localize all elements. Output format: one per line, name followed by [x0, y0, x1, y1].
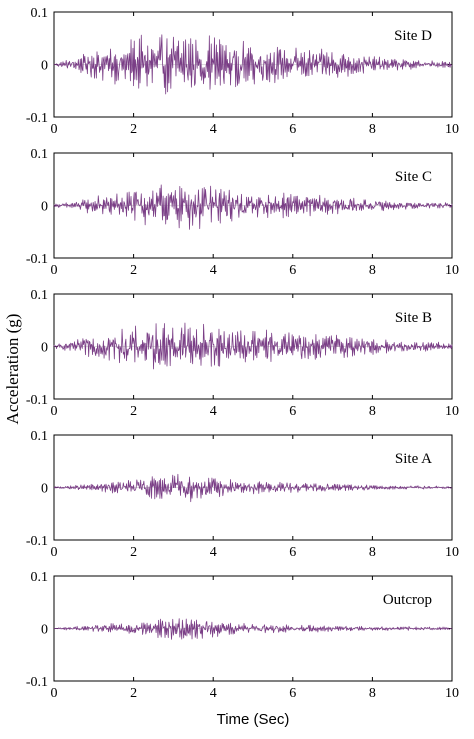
x-tick-label: 4 — [210, 263, 217, 278]
x-tick-label: 0 — [51, 122, 58, 137]
y-tick-label: 0.1 — [31, 288, 49, 303]
x-tick-label: 2 — [130, 122, 137, 137]
y-tick-label: -0.1 — [26, 111, 48, 126]
x-tick-label: 6 — [289, 122, 296, 137]
x-tick-label: 0 — [51, 545, 58, 560]
panel-label: Site A — [395, 451, 432, 467]
waveform-series — [53, 322, 453, 370]
x-tick-label: 8 — [369, 686, 376, 701]
x-tick-label: 4 — [210, 545, 217, 560]
x-tick-label: 4 — [210, 122, 217, 137]
panel-label: Site D — [394, 28, 432, 44]
x-axis-title: Time (Sec) — [217, 711, 290, 728]
x-tick-label: 6 — [289, 686, 296, 701]
y-axis-title: Acceleration (g) — [3, 314, 22, 425]
y-tick-label: -0.1 — [26, 534, 48, 549]
x-tick-label: 6 — [289, 263, 296, 278]
y-tick-label: 0 — [41, 59, 48, 74]
x-tick-label: 2 — [130, 686, 137, 701]
x-tick-label: 8 — [369, 263, 376, 278]
x-tick-label: 4 — [210, 686, 217, 701]
x-tick-label: 10 — [445, 545, 459, 560]
x-tick-label: 6 — [289, 404, 296, 419]
x-tick-label: 10 — [445, 686, 459, 701]
panel-label: Site B — [395, 310, 432, 326]
y-tick-label: 0 — [41, 341, 48, 356]
x-tick-label: 2 — [130, 263, 137, 278]
y-tick-label: -0.1 — [26, 252, 48, 267]
x-tick-label: 0 — [51, 263, 58, 278]
panel-label: Outcrop — [383, 592, 432, 608]
y-tick-label: 0.1 — [31, 147, 49, 162]
y-tick-label: -0.1 — [26, 675, 48, 690]
y-tick-label: 0 — [41, 482, 48, 497]
x-tick-label: 10 — [445, 404, 459, 419]
y-tick-label: 0.1 — [31, 570, 49, 585]
x-tick-label: 2 — [130, 545, 137, 560]
x-tick-label: 6 — [289, 545, 296, 560]
y-tick-label: -0.1 — [26, 393, 48, 408]
y-tick-label: 0 — [41, 623, 48, 638]
x-tick-label: 10 — [445, 122, 459, 137]
waveform-series — [53, 34, 453, 95]
waveform-series — [53, 473, 453, 503]
panel-label: Site C — [395, 169, 432, 185]
x-tick-label: 0 — [51, 686, 58, 701]
x-tick-label: 2 — [130, 404, 137, 419]
x-tick-label: 10 — [445, 263, 459, 278]
x-tick-label: 8 — [369, 122, 376, 137]
y-tick-label: 0 — [41, 200, 48, 215]
x-tick-label: 8 — [369, 545, 376, 560]
x-tick-label: 0 — [51, 404, 58, 419]
waveform-series — [53, 618, 453, 640]
waveform-series — [53, 184, 453, 230]
y-tick-label: 0.1 — [31, 429, 49, 444]
y-tick-label: 0.1 — [31, 6, 49, 21]
x-tick-label: 4 — [210, 404, 217, 419]
x-tick-label: 8 — [369, 404, 376, 419]
